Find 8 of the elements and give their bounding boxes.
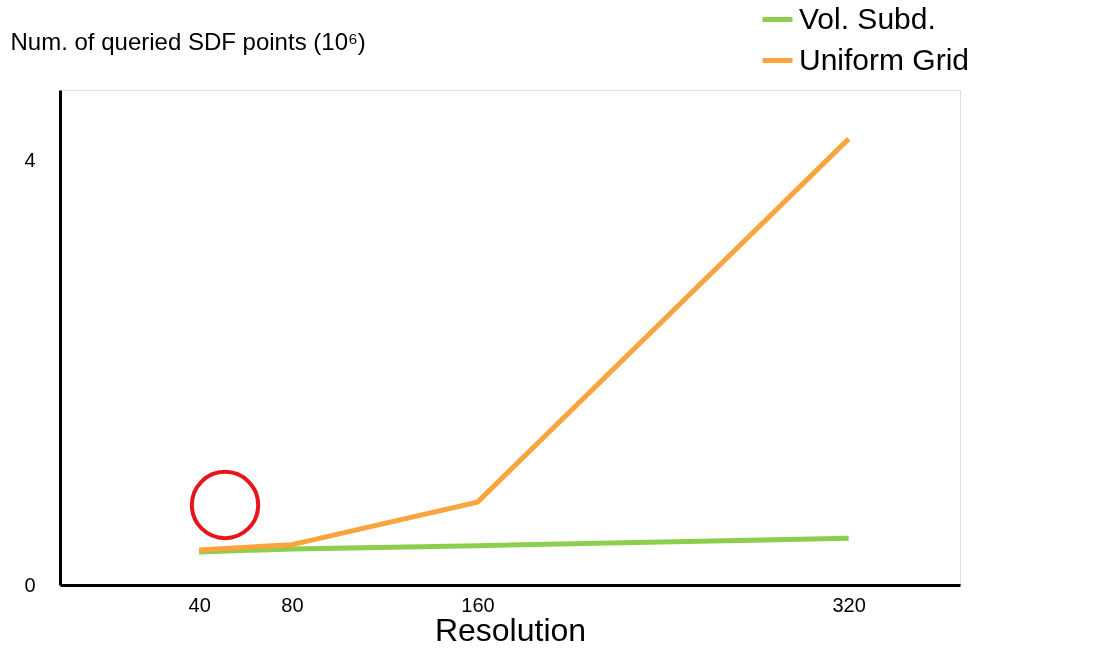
legend-label: Uniform Grid xyxy=(799,42,970,76)
y-axis-title: Num. of queried SDF points (10⁶) xyxy=(10,27,366,55)
y-tick-label: 0 xyxy=(24,573,36,596)
x-tick-label: 80 xyxy=(281,593,304,616)
x-tick-label: 40 xyxy=(188,593,211,616)
legend-label: Vol. Subd. xyxy=(799,1,936,35)
y-tick-label: 4 xyxy=(24,148,36,171)
x-tick-label: 320 xyxy=(832,593,866,616)
